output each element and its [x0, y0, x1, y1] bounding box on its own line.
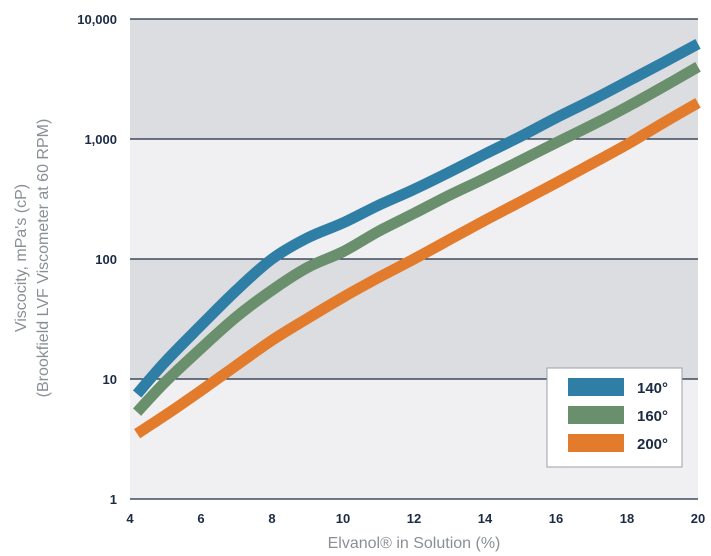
x-tick-label: 4	[126, 511, 134, 526]
series-line-140	[132, 39, 701, 398]
x-axis-ticks: 4 6 8 10 12 14 16 18 20	[126, 511, 705, 526]
y-tick-label: 100	[95, 252, 117, 267]
legend-swatch-160	[568, 406, 624, 424]
legend-label-160: 160°	[637, 408, 668, 425]
series-line-200	[134, 98, 701, 439]
x-tick-label: 20	[691, 511, 705, 526]
background-band	[130, 19, 698, 139]
x-tick-label: 10	[336, 511, 350, 526]
y-tick-label: 1	[110, 492, 117, 507]
x-tick-label: 8	[268, 511, 275, 526]
x-tick-label: 14	[478, 511, 493, 526]
y-tick-label: 1,000	[84, 132, 117, 147]
x-axis-title: Elvanol® in Solution (%)	[328, 535, 501, 552]
y-axis-ticks: 1 10 100 1,000 10,000	[77, 12, 117, 507]
y-axis-title: Viscocity, mPa's (cP) (Brookfield LVF Vi…	[13, 119, 52, 398]
background-band	[130, 259, 698, 379]
y-axis-title-line1: Viscocity, mPa's (cP)	[13, 184, 30, 332]
series-lines	[132, 39, 701, 439]
x-tick-label: 18	[620, 511, 634, 526]
legend: 140° 160° 200°	[546, 367, 683, 468]
legend-label-200: 200°	[637, 436, 668, 453]
y-axis-title-line2: (Brookfield LVF Viscometer at 60 RPM)	[35, 119, 52, 398]
x-tick-label: 6	[197, 511, 204, 526]
y-tick-label: 10	[103, 372, 117, 387]
x-tick-label: 12	[407, 511, 421, 526]
legend-items: 140° 160° 200°	[568, 378, 668, 453]
x-tick-label: 16	[549, 511, 563, 526]
legend-swatch-140	[568, 378, 624, 396]
legend-swatch-200	[568, 434, 624, 452]
legend-label-140: 140°	[637, 380, 668, 397]
y-tick-label: 10,000	[77, 12, 117, 27]
series-line-160	[133, 62, 701, 416]
